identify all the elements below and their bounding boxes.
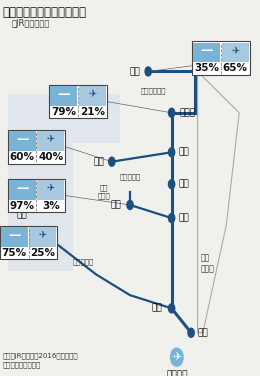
Text: ✈: ✈ — [88, 89, 96, 99]
FancyBboxPatch shape — [37, 131, 64, 151]
Text: ✈: ✈ — [47, 134, 55, 144]
Circle shape — [188, 328, 194, 337]
Text: 35%: 35% — [194, 64, 219, 73]
Text: 東北
新幹線: 東北 新幹線 — [200, 253, 214, 273]
FancyBboxPatch shape — [8, 130, 65, 164]
Circle shape — [168, 108, 175, 117]
Text: 21%: 21% — [80, 107, 105, 117]
Text: 羽田空港: 羽田空港 — [166, 371, 187, 376]
Text: 79%: 79% — [51, 107, 76, 117]
FancyBboxPatch shape — [9, 180, 36, 200]
Text: —: — — [200, 44, 213, 57]
Circle shape — [145, 67, 151, 76]
Text: （注）JR東調べ。2016年度実績。
　航空機は羽田発着: （注）JR東調べ。2016年度実績。 航空機は羽田発着 — [3, 353, 78, 368]
FancyBboxPatch shape — [79, 86, 106, 106]
FancyBboxPatch shape — [9, 131, 36, 151]
Text: 函館: 函館 — [129, 67, 140, 76]
Text: 60%: 60% — [10, 152, 35, 162]
Text: ✈: ✈ — [39, 230, 47, 240]
Circle shape — [171, 348, 183, 366]
FancyBboxPatch shape — [8, 179, 65, 212]
Text: 東京: 東京 — [197, 328, 208, 337]
Text: （JRと航空機）: （JRと航空機） — [12, 19, 50, 28]
Text: 65%: 65% — [223, 64, 248, 73]
FancyBboxPatch shape — [1, 227, 28, 247]
Text: 金沢: 金沢 — [17, 211, 28, 220]
FancyBboxPatch shape — [193, 43, 220, 62]
Text: 秋田: 秋田 — [94, 157, 105, 166]
Polygon shape — [8, 94, 120, 271]
Circle shape — [127, 200, 133, 209]
Text: 75%: 75% — [2, 248, 27, 258]
Text: 25%: 25% — [30, 248, 55, 258]
Text: 山形
新幹線: 山形 新幹線 — [98, 185, 110, 199]
Text: 仙台: 仙台 — [179, 180, 190, 189]
Text: 大宮: 大宮 — [152, 304, 163, 313]
Text: 3%: 3% — [42, 201, 60, 211]
Text: —: — — [57, 88, 70, 100]
Text: 東京発着の交通機関シェア: 東京発着の交通機関シェア — [3, 6, 87, 19]
FancyBboxPatch shape — [192, 41, 250, 75]
FancyBboxPatch shape — [37, 180, 64, 200]
Circle shape — [168, 214, 175, 223]
FancyBboxPatch shape — [222, 43, 249, 62]
Text: 秋田新幹線: 秋田新幹線 — [119, 173, 141, 180]
Circle shape — [109, 157, 115, 166]
Text: —: — — [16, 133, 28, 146]
FancyBboxPatch shape — [50, 86, 77, 106]
Text: 40%: 40% — [38, 152, 63, 162]
Text: 北海道新幹線: 北海道新幹線 — [141, 88, 166, 94]
FancyBboxPatch shape — [29, 227, 56, 247]
Circle shape — [168, 148, 175, 157]
Text: —: — — [8, 229, 21, 241]
Circle shape — [168, 180, 175, 189]
Text: 盛岡: 盛岡 — [179, 148, 190, 157]
FancyBboxPatch shape — [49, 85, 107, 118]
Text: 新青森: 新青森 — [179, 108, 195, 117]
Circle shape — [22, 229, 28, 238]
Text: ✈: ✈ — [172, 352, 181, 362]
Text: ✈: ✈ — [47, 183, 55, 193]
Text: —: — — [16, 182, 28, 194]
Text: ✈: ✈ — [231, 46, 239, 56]
FancyBboxPatch shape — [0, 226, 57, 259]
Text: 北陸新幹線: 北陸新幹線 — [73, 258, 94, 265]
Circle shape — [168, 304, 175, 313]
Text: 97%: 97% — [10, 201, 35, 211]
Text: 福島: 福島 — [179, 214, 190, 223]
Text: 山形: 山形 — [110, 200, 121, 209]
